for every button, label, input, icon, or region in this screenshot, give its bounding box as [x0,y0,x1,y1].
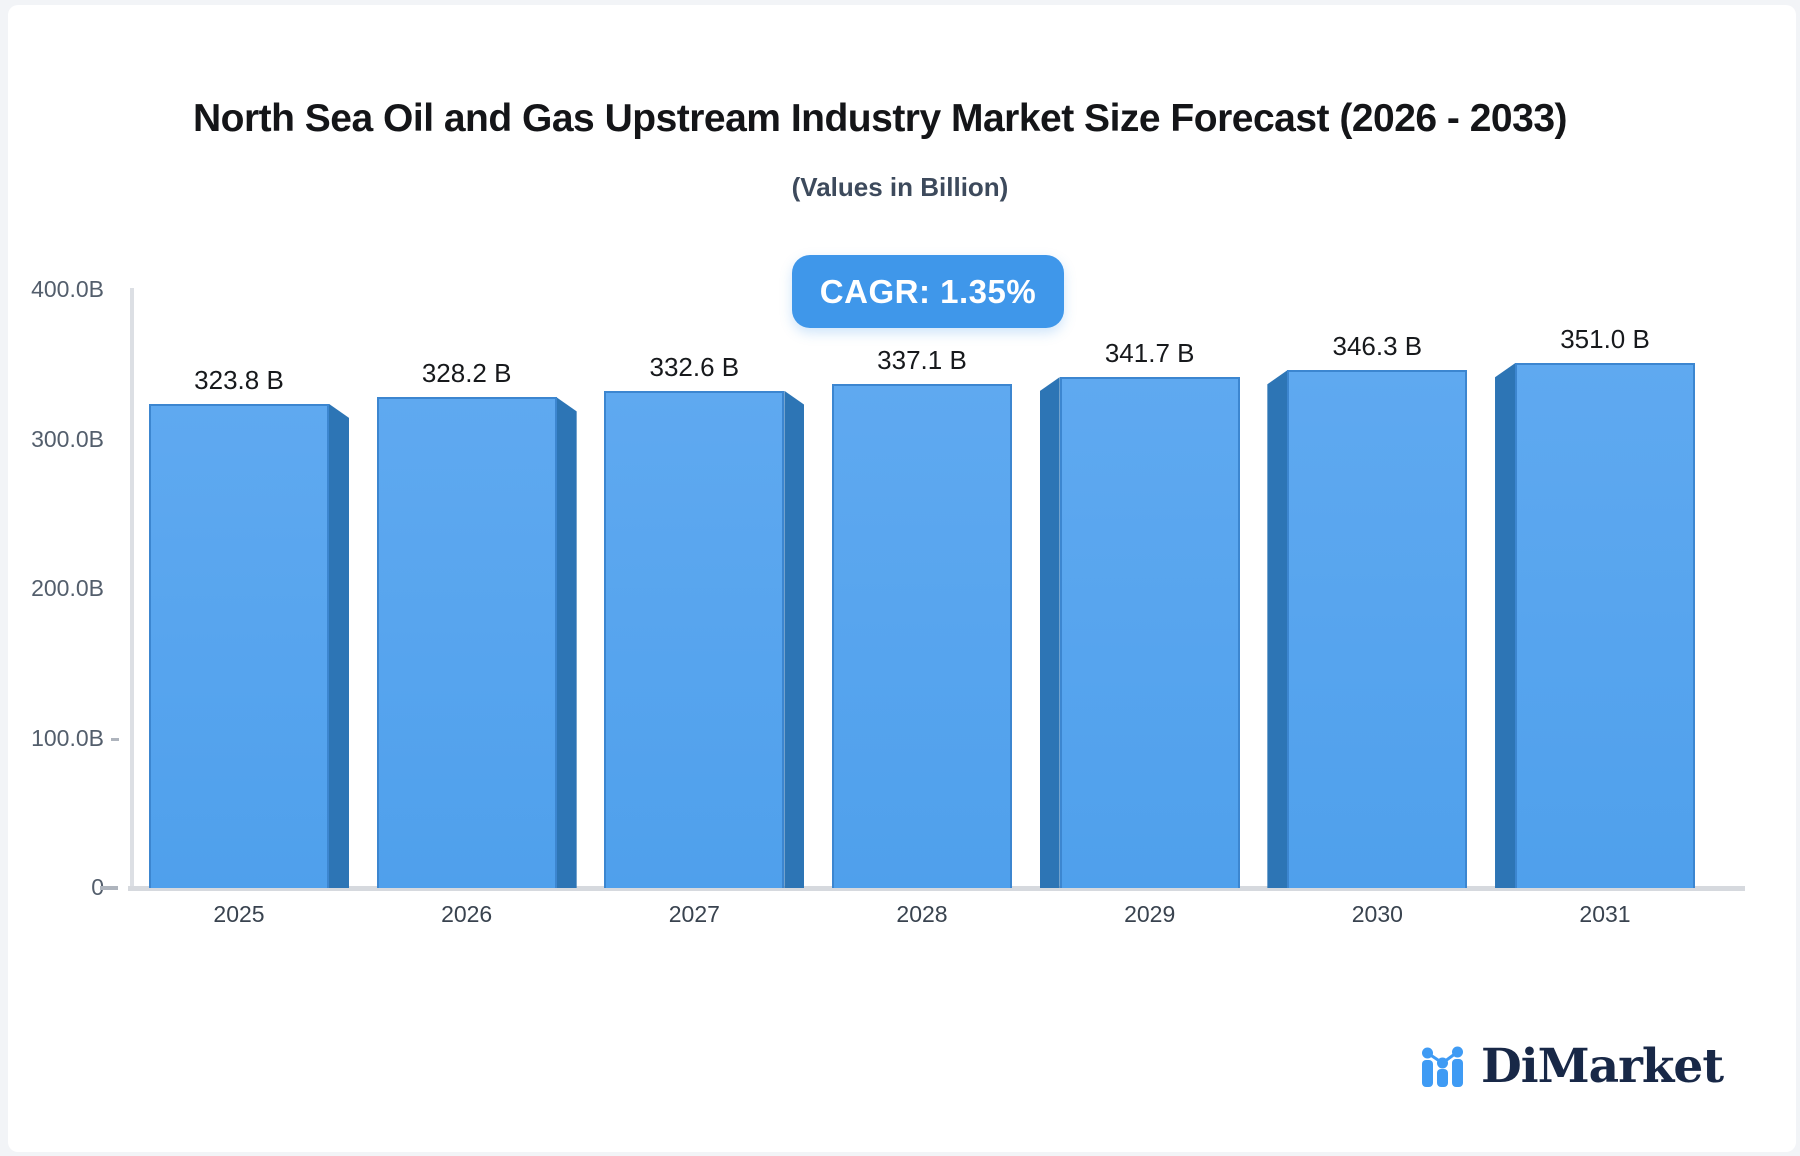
y-axis-label: 300.0B [31,425,104,452]
bar-value-label: 323.8 B [194,364,284,395]
bar-value-label: 341.7 B [1104,338,1195,369]
bar-3d-side [1495,363,1516,888]
bar-value-label: 351.0 B [1560,324,1650,355]
y-axis-tick [111,737,119,741]
y-axis-label: 200.0B [31,575,104,601]
bar-3d-side [556,397,577,888]
bar-3d-side [784,390,805,888]
bar [604,390,785,888]
bar-value-label: 346.3 B [1332,331,1423,362]
chart-title: North Sea Oil and Gas Upstream Industry … [192,97,1568,140]
y-axis-label: 0 [91,874,104,900]
x-axis-line [128,886,1745,891]
x-axis-label: 2025 [213,901,265,927]
cagr-badge: CAGR: 1.35% [792,255,1064,328]
y-axis-label: 100.0B [31,724,104,751]
bar-3d-side [1267,370,1288,888]
y-axis-line [130,288,134,888]
bar-value-label: 337.1 B [877,345,967,376]
bar-value-label: 332.6 B [649,351,740,382]
bar-3d-side [1039,377,1060,888]
chart-subtitle: (Values in Billion) [791,172,1009,202]
bar-3d-side [329,403,349,888]
bar [1287,370,1468,888]
bar [149,403,329,888]
y-axis-label: 400.0B [31,276,104,302]
bar [1515,363,1696,888]
bar-value-label: 328.2 B [421,358,512,389]
bar [376,397,557,888]
x-axis-label: 2027 [668,901,720,927]
x-axis-label: 2031 [1579,901,1631,927]
x-axis-label: 2029 [1124,901,1176,927]
mini-bar-chart-icon [1422,1046,1463,1087]
y-axis-tick [100,886,118,890]
bar [832,384,1012,888]
bar [1059,377,1240,888]
brand-logo: DiMarket [1418,1039,1724,1094]
brand-logo-text: DiMarket [1481,1039,1724,1094]
x-axis-label: 2028 [896,901,948,927]
x-axis-label: 2030 [1351,901,1403,927]
x-axis-label: 2026 [441,901,493,927]
